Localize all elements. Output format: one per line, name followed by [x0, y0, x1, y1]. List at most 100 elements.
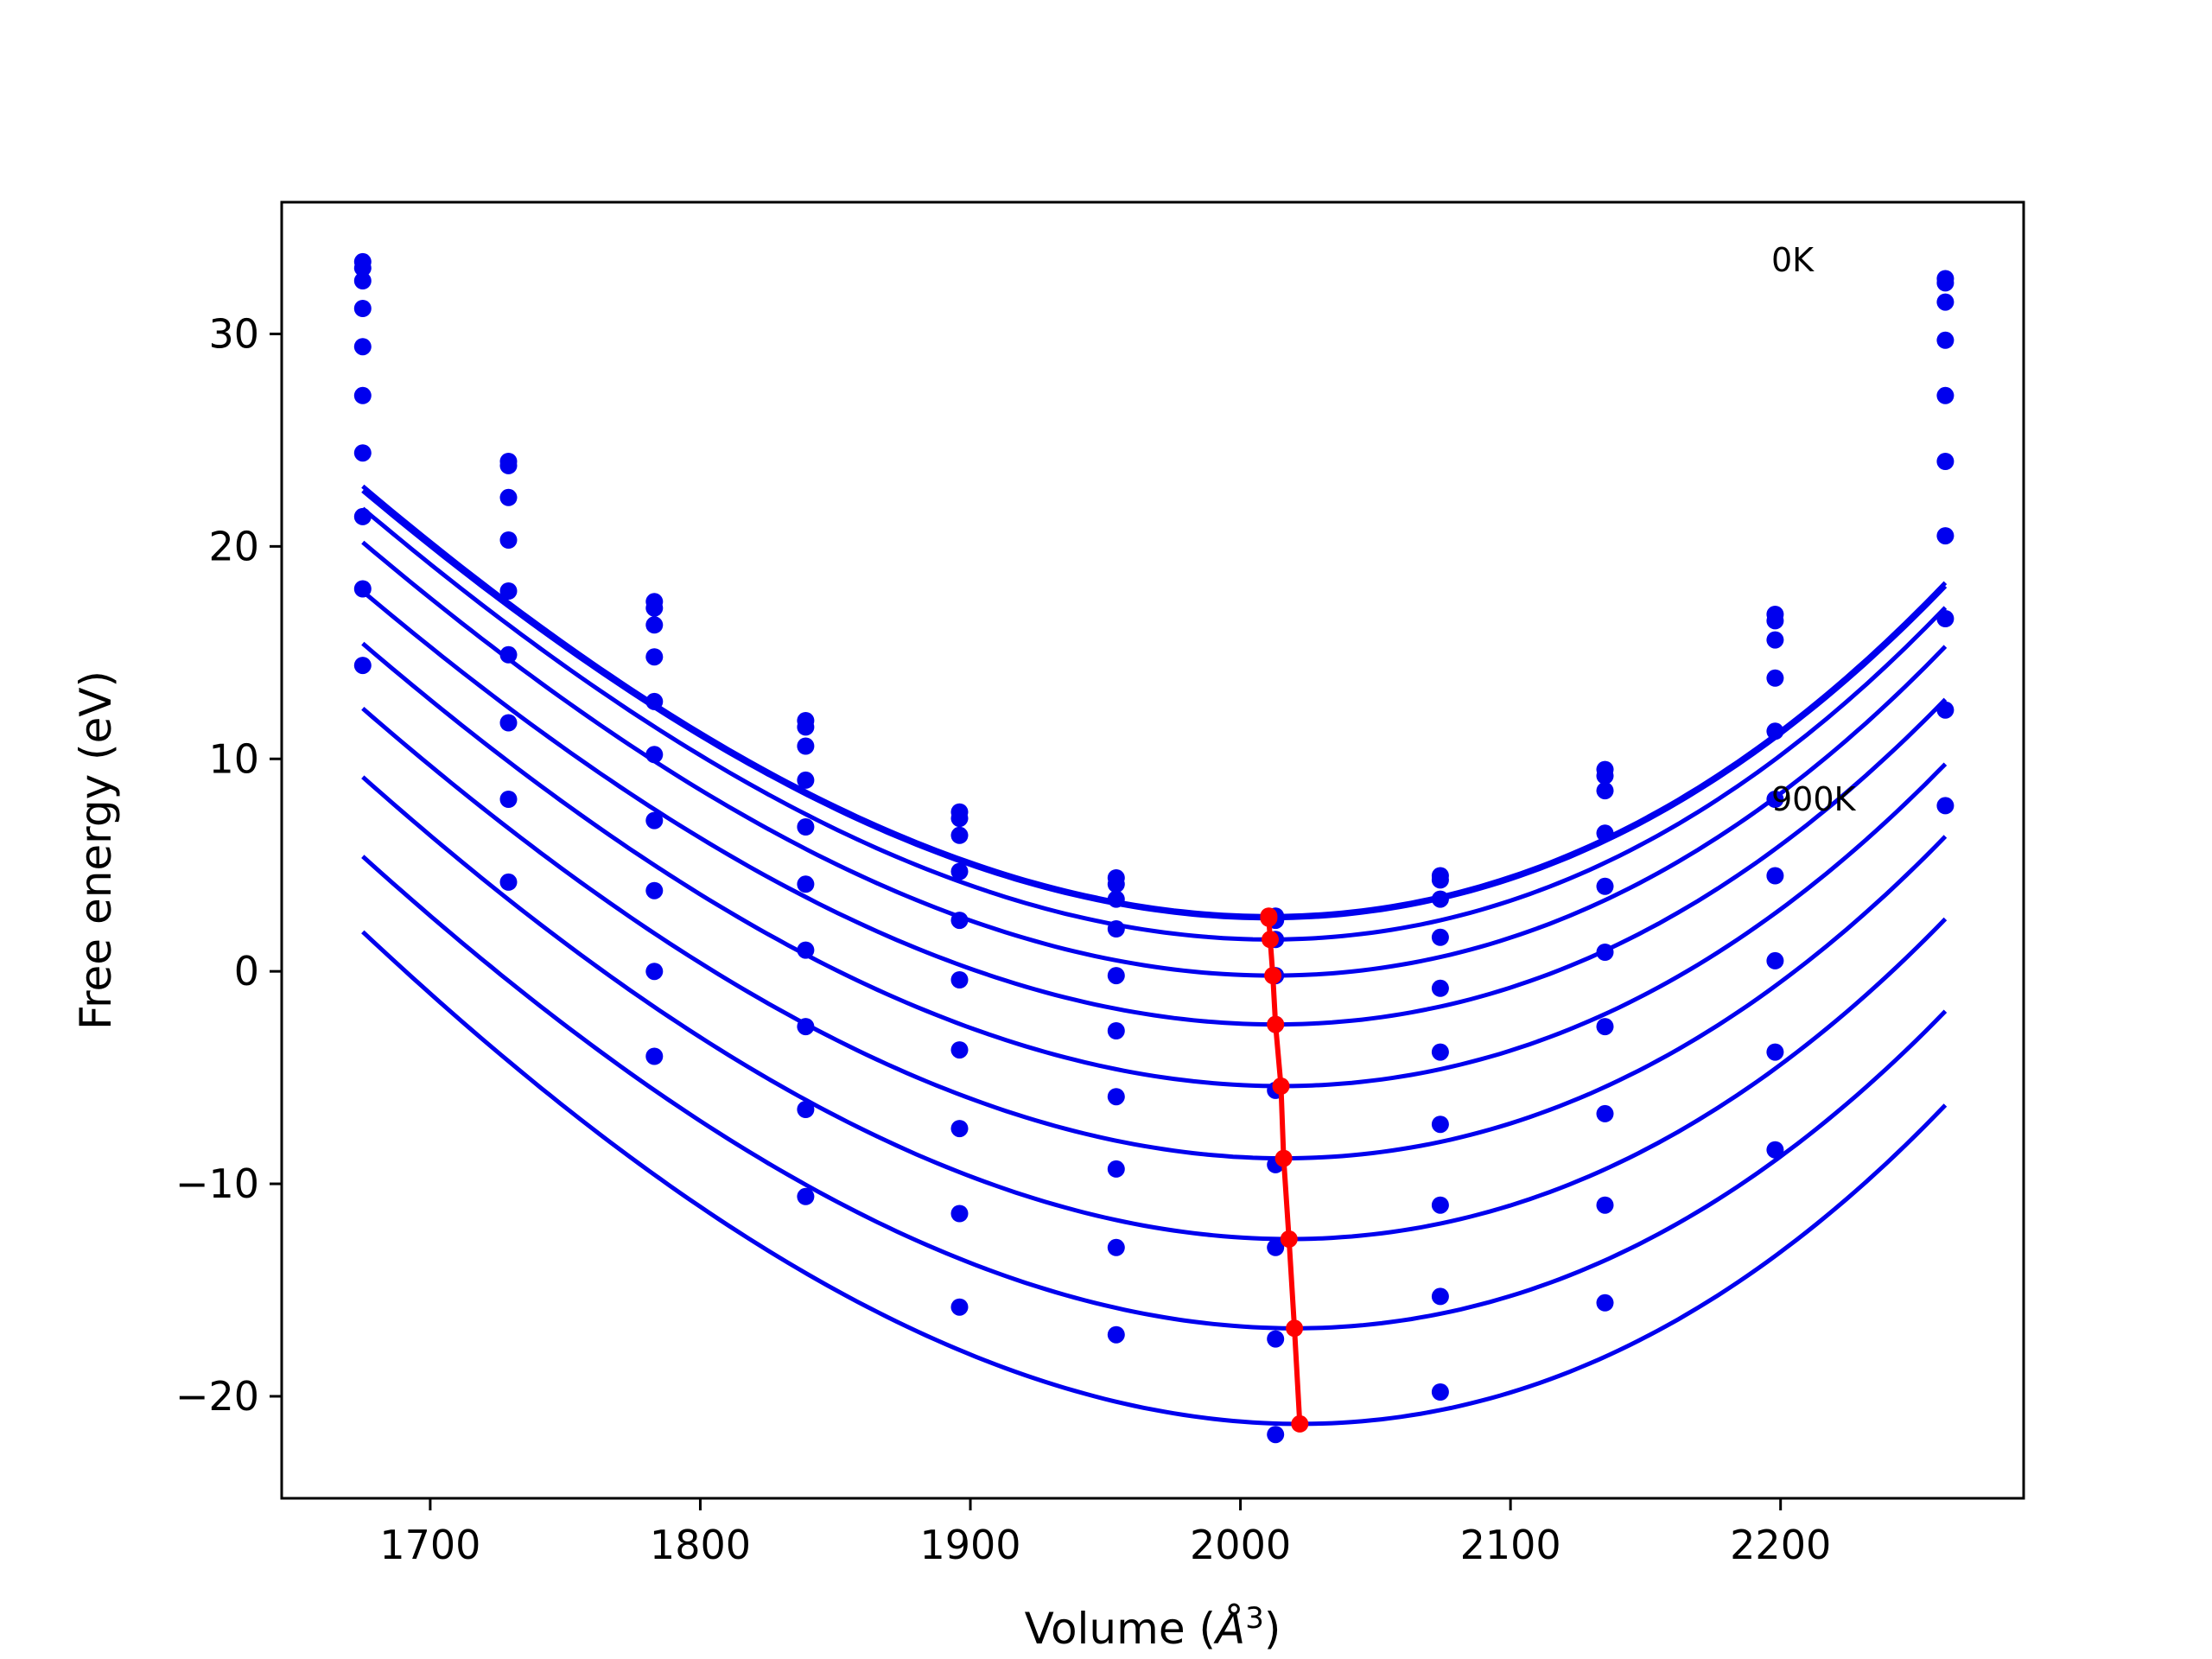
- data-point-2-7: [1431, 890, 1449, 908]
- data-point-3-2: [645, 648, 664, 666]
- data-point-4-5: [1107, 967, 1125, 985]
- data-point-4-8: [1596, 877, 1614, 895]
- data-point-7-10: [1936, 610, 1955, 627]
- data-point-3-9: [1766, 669, 1784, 687]
- data-point-5-5: [1107, 1022, 1125, 1039]
- data-point-3-8: [1596, 824, 1614, 842]
- data-point-6-10: [1936, 527, 1955, 545]
- data-point-8-8: [1596, 1196, 1614, 1214]
- data-point-1-3: [797, 718, 815, 736]
- fit-curve-9: [361, 930, 1948, 1427]
- data-point-9-10: [1936, 797, 1955, 815]
- data-point-6-5: [1107, 1088, 1125, 1106]
- y-axis-title: Free energy (eV): [71, 671, 121, 1030]
- minimum-point-5: [1272, 1077, 1290, 1095]
- data-point-7-0: [353, 507, 372, 525]
- data-point-2-5: [1107, 890, 1125, 908]
- data-point-2-9: [1766, 631, 1784, 649]
- data-point-1-0: [353, 259, 372, 277]
- data-point-1-7: [1431, 871, 1449, 889]
- data-point-2-10: [1936, 293, 1955, 311]
- data-point-3-7: [1431, 928, 1449, 946]
- fit-curve-6: [361, 707, 1948, 1161]
- data-point-8-7: [1431, 1287, 1449, 1306]
- data-point-1-4: [950, 810, 969, 828]
- minimum-point-2: [1262, 931, 1279, 949]
- fit-curve-3: [361, 540, 1948, 978]
- x-axis-title: Volume (Å3): [1025, 1601, 1281, 1654]
- data-point-1-9: [1766, 612, 1784, 630]
- data-point-5-8: [1596, 944, 1614, 961]
- data-point-1-2: [645, 599, 664, 617]
- x-tick-label-2200: 2200: [1730, 1522, 1831, 1568]
- fit-curve-1: [361, 489, 1948, 921]
- fit-curve-7: [361, 775, 1948, 1242]
- data-point-7-5: [1107, 1160, 1125, 1178]
- plot-frame: [280, 200, 2025, 1500]
- data-point-4-4: [950, 912, 969, 930]
- data-point-5-1: [499, 645, 518, 664]
- data-point-9-9: [1766, 1141, 1784, 1159]
- data-point-5-10: [1936, 453, 1955, 470]
- data-point-5-2: [645, 746, 664, 764]
- data-point-5-7: [1431, 1043, 1449, 1061]
- x-tick-label-1700: 1700: [379, 1522, 480, 1568]
- y-tick-label-3: 10: [208, 735, 259, 782]
- data-point-6-3: [797, 941, 815, 959]
- minimum-point-6: [1274, 1149, 1293, 1167]
- data-point-1-8: [1596, 766, 1614, 785]
- data-point-2-8: [1596, 782, 1614, 800]
- data-point-4-7: [1431, 979, 1449, 997]
- data-point-6-4: [950, 1041, 969, 1059]
- data-point-7-7: [1431, 1196, 1449, 1214]
- data-point-6-7: [1431, 1116, 1449, 1134]
- data-point-3-10: [1936, 331, 1955, 349]
- annotation-0k: 0K: [1771, 241, 1815, 279]
- data-point-5-4: [950, 971, 969, 988]
- data-point-9-8: [1596, 1294, 1614, 1312]
- data-point-7-9: [1766, 951, 1784, 969]
- data-point-8-0: [353, 580, 372, 598]
- data-point-2-1: [499, 488, 518, 506]
- data-point-9-7: [1431, 1383, 1449, 1401]
- data-point-7-8: [1596, 1104, 1614, 1122]
- data-point-1-1: [499, 456, 518, 474]
- data-point-8-3: [797, 1101, 815, 1118]
- y-tick-label-5: 30: [208, 310, 259, 357]
- fit-curve-2: [361, 506, 1948, 942]
- y-tick-label-2: 0: [234, 948, 259, 995]
- data-point-7-3: [797, 1018, 815, 1036]
- data-point-8-4: [950, 1205, 969, 1223]
- data-point-3-3: [797, 771, 815, 789]
- plot-marks: [353, 252, 1955, 1444]
- data-point-1-5: [1107, 875, 1125, 893]
- data-point-9-4: [950, 1298, 969, 1316]
- minimum-point-4: [1267, 1015, 1285, 1033]
- data-point-2-4: [950, 826, 969, 844]
- minimum-point-1: [1260, 909, 1278, 927]
- data-point-5-0: [353, 386, 372, 404]
- data-point-6-0: [353, 444, 372, 462]
- data-point-5-3: [797, 875, 815, 893]
- data-point-8-9: [1766, 1043, 1784, 1061]
- annotation-900k: 900K: [1771, 780, 1857, 818]
- minimum-point-9: [1291, 1414, 1309, 1433]
- data-point-7-6: [1267, 1238, 1285, 1256]
- data-point-4-3: [797, 818, 815, 836]
- minima-line: [1266, 916, 1303, 1425]
- data-point-4-10: [1936, 386, 1955, 404]
- data-point-6-1: [499, 714, 518, 732]
- data-point-2-0: [353, 272, 372, 289]
- data-point-3-4: [950, 862, 969, 880]
- data-point-8-5: [1107, 1238, 1125, 1256]
- data-point-9-0: [353, 657, 372, 675]
- data-point-9-2: [645, 1047, 664, 1065]
- x-tick-label-2100: 2100: [1460, 1522, 1561, 1568]
- data-point-6-9: [1766, 867, 1784, 885]
- data-point-3-5: [1107, 920, 1125, 938]
- data-point-4-2: [645, 692, 664, 710]
- data-point-2-2: [645, 616, 664, 634]
- minimum-point-8: [1286, 1319, 1304, 1338]
- data-point-7-4: [950, 1120, 969, 1138]
